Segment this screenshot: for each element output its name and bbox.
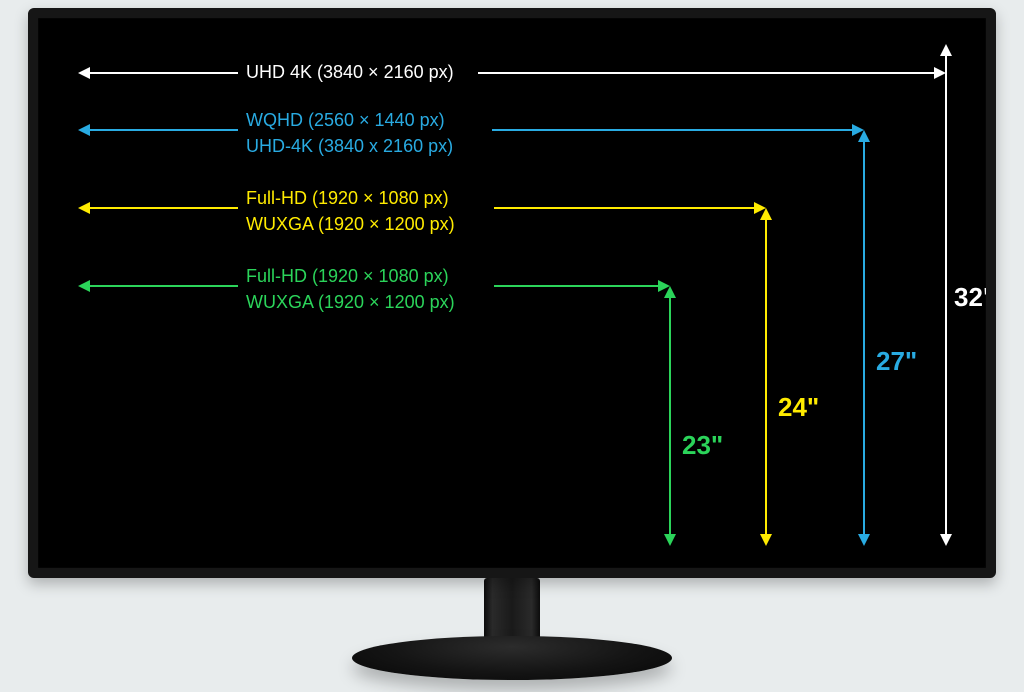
screen-diagram: UHD 4K (3840 × 2160 px) 32" WQHD (2560 × 1… <box>38 18 986 568</box>
svg-text:Full-HD (1920 × 1080 px): Full-HD (1920 × 1080 px) <box>246 188 449 208</box>
svg-text:WQHD (2560 × 1440 px): WQHD (2560 × 1440 px) <box>246 110 445 130</box>
svg-text:UHD-4K (3840 x 2160 px): UHD-4K (3840 x 2160 px) <box>246 136 453 156</box>
stage: UHD 4K (3840 × 2160 px) 32" WQHD (2560 × 1… <box>0 0 1024 692</box>
svg-text:WUXGA (1920 × 1200 px): WUXGA (1920 × 1200 px) <box>246 214 455 234</box>
svg-text:Full-HD (1920 × 1080 px): Full-HD (1920 × 1080 px) <box>246 266 449 286</box>
monitor-neck <box>484 578 540 642</box>
monitor-bezel: UHD 4K (3840 × 2160 px) 32" WQHD (2560 × 1… <box>28 8 996 578</box>
monitor-base <box>352 636 672 680</box>
svg-text:24": 24" <box>778 392 819 422</box>
svg-text:32": 32" <box>954 282 986 312</box>
svg-text:27": 27" <box>876 346 917 376</box>
svg-text:WUXGA (1920 × 1200 px): WUXGA (1920 × 1200 px) <box>246 292 455 312</box>
svg-text:UHD 4K (3840 × 2160 px): UHD 4K (3840 × 2160 px) <box>246 62 454 82</box>
svg-text:23": 23" <box>682 430 723 460</box>
